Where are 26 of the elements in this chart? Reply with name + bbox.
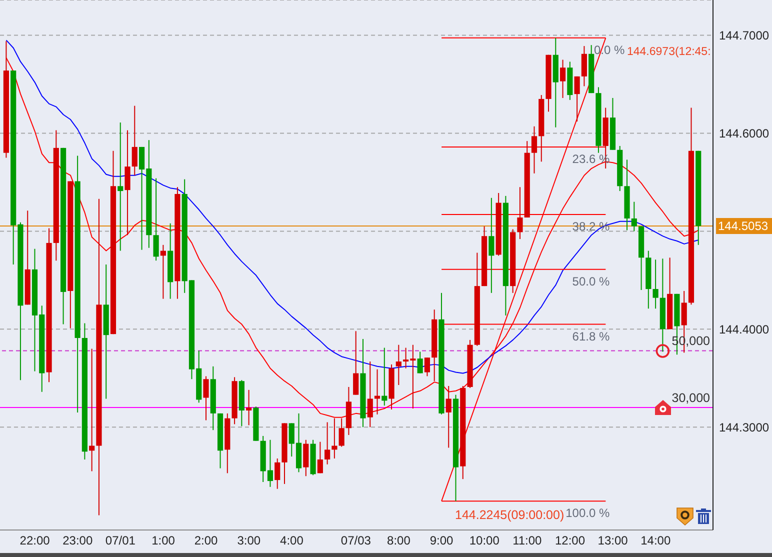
series-label: 100.0 %: [566, 506, 610, 520]
y-tick-label: 144.6000: [719, 126, 770, 140]
x-tick-label: 1:00: [152, 534, 176, 548]
x-tick-label: 11:00: [512, 534, 542, 548]
x-tick-label: 2:00: [194, 534, 218, 548]
x-tick-label: 9:00: [430, 534, 454, 548]
y-tick-label: 144.7000: [719, 28, 770, 43]
x-tick-label: 12:00: [554, 534, 586, 548]
y-tick-label: 144.3000: [719, 420, 770, 434]
x-tick-label: 4:00: [280, 534, 304, 548]
series-label: 50.0 %: [572, 274, 610, 288]
x-tick-label: 10:00: [469, 534, 500, 548]
ref-line-label: 144.5053: [718, 219, 768, 234]
x-tick-label: 07/01: [105, 534, 136, 548]
x-tick-label: 23:00: [62, 534, 93, 548]
x-tick-label: 8:00: [387, 534, 411, 548]
x-tick-label: 22:00: [20, 534, 50, 548]
annotation: 30,000: [672, 391, 710, 405]
x-tick-label: 14:00: [640, 534, 671, 548]
x-tick-label: 13:00: [598, 534, 628, 548]
x-tick-label: 3:00: [237, 534, 261, 548]
x-tick-label: 07/03: [340, 534, 372, 548]
series-label: 61.8 %: [572, 329, 610, 344]
y-tick-label: 144.4000: [719, 322, 770, 336]
annotation: 144.6973(12:45:: [627, 46, 711, 58]
annotation: 144.2245(09:00:00): [455, 508, 564, 522]
